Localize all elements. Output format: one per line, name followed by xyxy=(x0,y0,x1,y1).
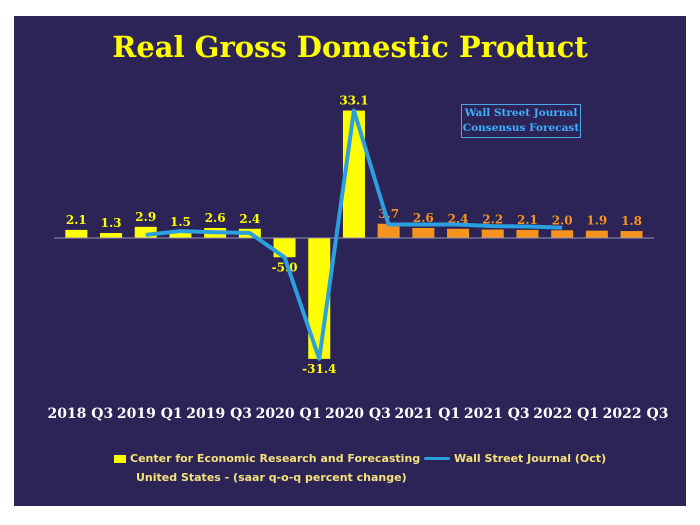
bar-label-2021-q3: 2.2 xyxy=(482,213,503,227)
x-tick-2019-q3: 2019 Q3 xyxy=(186,406,252,422)
x-axis-tick-labels: 2018 Q3 2019 Q1 2019 Q3 2020 Q1 2020 Q3 2021 … xyxy=(47,406,668,422)
legend-label-wsj: Wall Street Journal (Oct) xyxy=(454,452,607,465)
legend-note: United States - (saar q-o-q percent chan… xyxy=(136,471,407,484)
wsj-annotation-box: Wall Street Journal Consensus Forecast xyxy=(461,104,581,138)
bar-2021-q1 xyxy=(412,227,435,238)
bar-label-2022-q3: 1.8 xyxy=(621,214,642,228)
bar-label-2019-q2: 1.5 xyxy=(170,215,191,229)
legend-item-cerf: Center for Economic Research and Forecas… xyxy=(114,452,420,465)
x-tick-2021-q3: 2021 Q3 xyxy=(464,406,530,422)
bar-2022-q1 xyxy=(551,230,574,238)
x-tick-2021-q1: 2021 Q1 xyxy=(394,406,460,422)
bar-label-2022-q2: 1.9 xyxy=(586,214,607,228)
legend-line-swatch xyxy=(424,457,450,460)
bar-label-2021-q2: 2.4 xyxy=(448,212,469,226)
bar-label-2020-q3: 33.1 xyxy=(339,94,368,108)
bar-2020-q4 xyxy=(377,223,400,238)
bar-2022-q2 xyxy=(585,230,608,238)
bar-2020-q1 xyxy=(273,238,296,258)
wsj-annotation-line-2: Consensus Forecast xyxy=(462,122,580,134)
bar-label-2019-q3: 2.6 xyxy=(205,211,226,225)
bar-label-2021-q1: 2.6 xyxy=(413,211,434,225)
bar-label-2018-q4: 1.3 xyxy=(101,216,122,230)
bar-label-2018-q3: 2.1 xyxy=(66,213,87,227)
x-tick-2022-q1: 2022 Q1 xyxy=(533,406,599,422)
x-tick-2020-q1: 2020 Q1 xyxy=(256,406,322,422)
bar-label-2022-q1: 2.0 xyxy=(552,213,573,227)
chart-legend: Center for Economic Research and Forecas… xyxy=(14,452,686,492)
x-tick-2019-q1: 2019 Q1 xyxy=(117,406,183,422)
chart-frame: Real Gross Domestic Product 2.1 1.3 2.9 1.5… xyxy=(14,16,686,506)
bar-2021-q4 xyxy=(516,229,539,238)
wsj-annotation-line-1: Wall Street Journal xyxy=(464,107,578,119)
bar-2021-q3 xyxy=(481,229,504,238)
wsj-series-line xyxy=(145,108,563,361)
x-tick-2020-q3: 2020 Q3 xyxy=(325,406,391,422)
bar-2018-q4 xyxy=(100,232,123,238)
legend-label-cerf: Center for Economic Research and Forecas… xyxy=(130,452,421,465)
bar-label-2019-q1: 2.9 xyxy=(135,210,156,224)
legend-bar-swatch xyxy=(114,454,126,463)
bar-label-2020-q2: -31.4 xyxy=(302,362,336,376)
x-tick-2018-q3: 2018 Q3 xyxy=(47,406,113,422)
legend-item-wsj: Wall Street Journal (Oct) xyxy=(424,452,606,465)
bar-label-2021-q4: 2.1 xyxy=(517,213,538,227)
chart-title: Real Gross Domestic Product xyxy=(112,30,588,64)
bar-2019-q1 xyxy=(134,226,157,238)
bar-data-labels: 2.1 1.3 2.9 1.5 2.6 2.4-5.0-31.433.13.7 2.6 2.4… xyxy=(66,94,642,376)
bar-label-2019-q4: 2.4 xyxy=(239,212,260,226)
chart-plot-area: 2.1 1.3 2.9 1.5 2.6 2.4-5.0-31.433.13.7 2.6 2.4… xyxy=(47,94,668,422)
bar-2019-q2 xyxy=(169,232,192,238)
bar-2018-q3 xyxy=(65,229,88,238)
x-tick-2022-q3: 2022 Q3 xyxy=(603,406,669,422)
bar-2022-q3 xyxy=(620,231,643,238)
bar-2021-q2 xyxy=(447,228,470,238)
